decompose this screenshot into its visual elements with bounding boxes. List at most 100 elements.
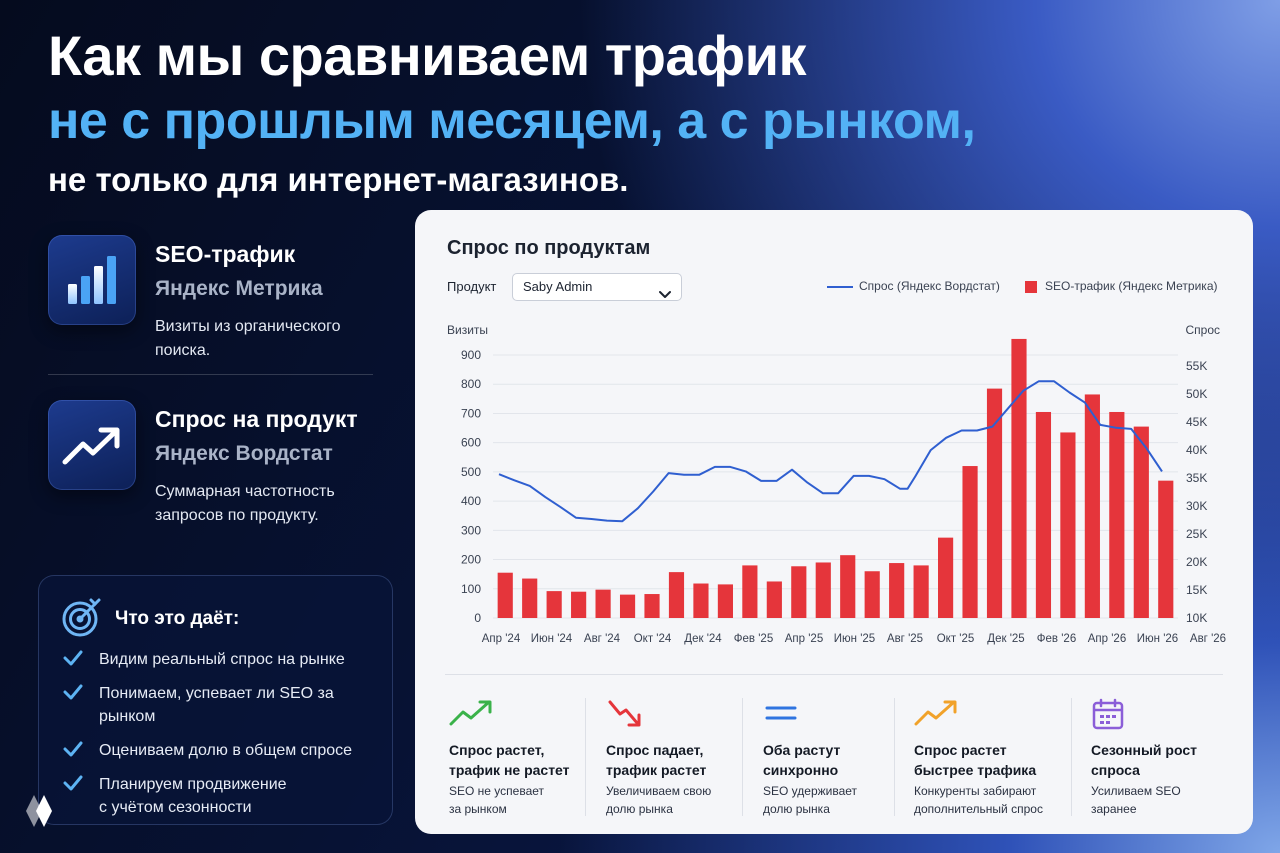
- equals-icon: [763, 706, 799, 732]
- y2-ticks: 10K 15K 20K 25K 30K 35K 40K 45K 50K 55K: [1186, 359, 1207, 625]
- legend-line-label: Спрос (Яндекс Вордстат): [859, 279, 1000, 293]
- x-tick-label: Апр '26: [1088, 633, 1126, 645]
- y-tick-label: 100: [461, 582, 481, 596]
- bar: [1109, 411, 1125, 618]
- source-description: Визиты из органического поиска.: [155, 318, 341, 359]
- bar: [791, 566, 807, 618]
- source-title: SEO-трафик: [155, 241, 296, 267]
- case-title: Спрос растет, трафик не растет: [449, 742, 570, 778]
- case-description: SEO не успевает за рынком: [449, 784, 545, 816]
- list-item: Понимаем, успевает ли SEO за рынком: [63, 682, 383, 728]
- target-icon: [61, 596, 103, 643]
- bar: [766, 581, 782, 618]
- x-tick-label: Фев '26: [1037, 633, 1076, 645]
- divider: [894, 698, 895, 816]
- product-select[interactable]: Saby Admin: [512, 273, 682, 301]
- y2-tick-label: 10K: [1186, 611, 1207, 625]
- headline-line-2: не с прошлым месяцем, а с рынком,: [48, 92, 976, 150]
- x-tick-label: Дек '24: [684, 633, 722, 645]
- case-title: Спрос падает, трафик растет: [606, 742, 707, 778]
- bar: [1035, 411, 1052, 618]
- bar: [619, 594, 636, 618]
- y-tick-label: 400: [461, 494, 481, 508]
- bar: [962, 466, 978, 618]
- case-title: Оба растут синхронно: [763, 742, 841, 778]
- bar: [1011, 338, 1027, 618]
- bar-chart-icon: [48, 235, 136, 325]
- y2-tick-label: 25K: [1186, 527, 1207, 541]
- benefits-panel: Что это даёт: Видим реальный спрос на ры…: [38, 575, 393, 825]
- y-tick-label: 300: [461, 523, 481, 537]
- y2-axis-title: Спрос: [1185, 323, 1220, 337]
- bar: [815, 562, 831, 618]
- divider: [48, 374, 373, 375]
- benefit-text: Понимаем, успевает ли SEO за рынком: [99, 685, 334, 725]
- divider: [445, 674, 1223, 675]
- y-tick-label: 800: [461, 377, 481, 391]
- headline-line-1: Как мы сравниваем трафик: [48, 24, 807, 87]
- benefit-text: Планируем продвижение с учётом сезонност…: [99, 776, 287, 816]
- demand-line-path: [498, 380, 1163, 523]
- bar: [571, 591, 587, 618]
- y-tick-label: 500: [461, 465, 481, 479]
- y-tick-label: 900: [461, 348, 481, 362]
- bar: [497, 572, 513, 618]
- y2-tick-label: 20K: [1186, 555, 1207, 569]
- source-subtitle: Яндекс Вордстат: [155, 442, 333, 465]
- y-tick-label: 0: [474, 611, 481, 625]
- divider: [742, 698, 743, 816]
- bar: [938, 537, 954, 618]
- case-description: Увеличиваем свою долю рынка: [606, 784, 712, 816]
- x-tick-label: Июн '26: [1137, 633, 1178, 645]
- bar: [913, 565, 929, 618]
- legend-bar-swatch: [1025, 280, 1037, 293]
- x-tick-label: Авг '24: [584, 633, 621, 645]
- bar: [1158, 480, 1174, 618]
- brand-logo-icon: [24, 793, 58, 834]
- case-seasonal: Сезонный рост спроса Усиливаем SEO заран…: [1091, 698, 1197, 816]
- product-label: Продукт: [447, 279, 497, 294]
- source-subtitle: Яндекс Метрика: [155, 277, 323, 300]
- bar: [522, 578, 538, 618]
- case-both-grow: Оба растут синхронно SEO удерживает долю…: [763, 698, 857, 816]
- bar: [1133, 426, 1149, 618]
- y2-tick-label: 45K: [1186, 415, 1207, 429]
- bar: [595, 589, 611, 618]
- bar: [668, 572, 685, 618]
- bar: [986, 388, 1003, 618]
- check-icon: [63, 683, 83, 708]
- bar: [1060, 432, 1076, 618]
- y-tick-label: 600: [461, 436, 481, 450]
- x-tick-label: Июн '25: [834, 633, 875, 645]
- trend-up-icon: [48, 400, 136, 490]
- y-tick-label: 700: [461, 406, 481, 420]
- list-item: Планируем продвижение с учётом сезонност…: [63, 773, 293, 819]
- case-title: Сезонный рост спроса: [1091, 742, 1197, 778]
- bar: [864, 571, 880, 618]
- y2-tick-label: 40K: [1186, 443, 1207, 457]
- bar: [1084, 394, 1100, 618]
- x-tick-label: Окт '24: [634, 633, 672, 645]
- case-description: Конкуренты забирают дополнительный спрос: [914, 784, 1043, 816]
- y2-tick-label: 15K: [1186, 583, 1207, 597]
- trend-up-green-icon: [449, 700, 495, 732]
- bar: [644, 594, 660, 618]
- benefits-title: Что это даёт:: [115, 608, 240, 629]
- y2-tick-label: 35K: [1186, 471, 1207, 485]
- x-tick-label: Апр '25: [785, 633, 823, 645]
- divider: [585, 698, 586, 816]
- calendar-icon: [1091, 698, 1125, 734]
- bar: [546, 591, 562, 618]
- case-demand-up-traffic-flat: Спрос растет, трафик не растет SEO не ус…: [449, 698, 570, 816]
- check-icon: [63, 649, 83, 674]
- x-ticks: Апр '24 Июн '24 Авг '24 Окт '24 Дек '24 Фев '…: [482, 633, 1226, 645]
- headline-line-3: не только для интернет-магазинов.: [48, 161, 629, 198]
- benefits-list: Видим реальный спрос на рынке Понимаем, …: [63, 648, 383, 830]
- bar: [717, 584, 733, 618]
- x-tick-label: Авг '26: [1190, 633, 1226, 645]
- list-item: Видим реальный спрос на рынке: [63, 648, 383, 671]
- x-tick-label: Апр '24: [482, 633, 521, 645]
- x-tick-label: Авг '25: [887, 633, 923, 645]
- legend-line: Спрос (Яндекс Вордстат): [827, 279, 1000, 293]
- legend-line-swatch: [827, 285, 853, 288]
